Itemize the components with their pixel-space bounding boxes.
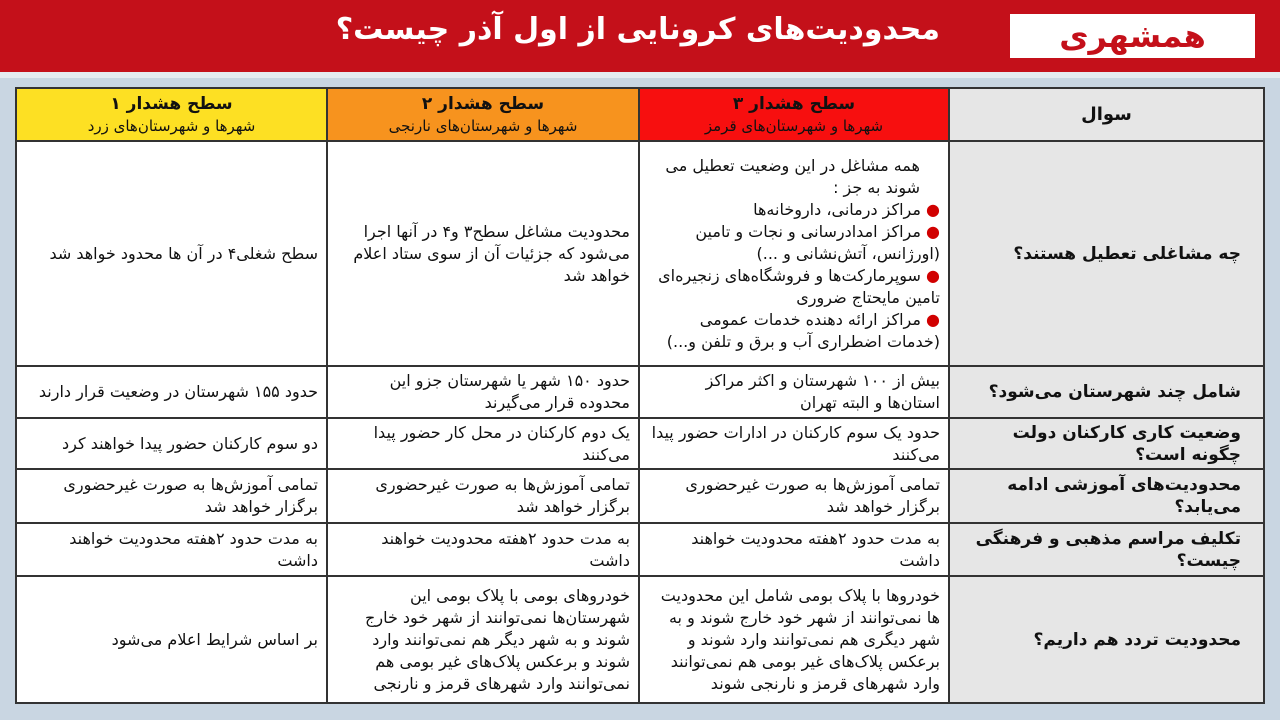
level-label: سطح هشدار ۲ — [421, 93, 545, 114]
divider — [0, 72, 1280, 78]
level-label: سطح هشدار ۱ — [110, 93, 233, 114]
question-cell: وضعیت کاری کارکنان دولت چگونه است؟ — [948, 417, 1265, 470]
level-sub: شهرها و شهرستان‌های قرمز — [704, 116, 884, 135]
level-3-cell: همه مشاغل در این وضعیت تعطیل می شوند به … — [638, 140, 950, 367]
level-3-cell: خودروها با پلاک بومی شامل این محدودیت ها… — [638, 575, 950, 704]
restrictions-table: سوال سطح هشدار ۳ شهرها و شهرستان‌های قرمز… — [15, 87, 1265, 704]
level-1-cell: تمامی آموزش‌ها به صورت غیرحضوری برگزار خ… — [15, 468, 328, 524]
table-row: شامل چند شهرستان می‌شود؟ بیش از ۱۰۰ شهرس… — [15, 365, 1265, 419]
list-item: ● مراکز درمانی، داروخانه‌ها — [753, 199, 940, 219]
question-cell: تکلیف مراسم مذهبی و فرهنگی چیست؟ — [948, 522, 1265, 577]
list-item: ● مراکز امدادرسانی و نجات و تامین (اورژا… — [695, 221, 940, 263]
column-header-question: سوال — [948, 87, 1265, 142]
level-1-cell: به مدت حدود ۲هفته محدودیت خواهند داشت — [15, 522, 328, 577]
column-header-level-3: سطح هشدار ۳ شهرها و شهرستان‌های قرمز — [638, 87, 950, 142]
level-2-cell: تمامی آموزش‌ها به صورت غیرحضوری برگزار خ… — [326, 468, 640, 524]
hamshahri-logo: همشهری — [1010, 14, 1255, 58]
level-2-cell: محدودیت مشاغل سطح۳ و۴ در آنها اجرا می‌شو… — [326, 140, 640, 367]
column-header-level-2: سطح هشدار ۲ شهرها و شهرستان‌های نارنجی — [326, 87, 640, 142]
question-cell: محدودیت‌های آموزشی ادامه می‌یابد؟ — [948, 468, 1265, 524]
level-2-cell: یک دوم کارکنان در محل کار حضور پیدا می‌ک… — [326, 417, 640, 470]
level-3-cell: تمامی آموزش‌ها به صورت غیرحضوری برگزار خ… — [638, 468, 950, 524]
page-title: محدودیت‌های کرونایی از اول آذر چیست؟ — [335, 12, 940, 47]
level-3-cell: حدود یک سوم کارکنان در ادارات حضور پیدا … — [638, 417, 950, 470]
level-sub: شهرها و شهرستان‌های نارنجی — [388, 116, 578, 135]
level-1-cell: حدود ۱۵۵ شهرستان در وضعیت قرار دارند — [15, 365, 328, 419]
level-2-cell: به مدت حدود ۲هفته محدودیت خواهند داشت — [326, 522, 640, 577]
exceptions-list: ● مراکز درمانی، داروخانه‌ها ● مراکز امدا… — [648, 199, 940, 353]
level-3-cell: بیش از ۱۰۰ شهرستان و اکثر مراکز استان‌ها… — [638, 365, 950, 419]
level-1-cell: سطح شغلی۴ در آن ها محدود خواهد شد — [15, 140, 328, 367]
question-cell: چه مشاغلی تعطیل هستند؟ — [948, 140, 1265, 367]
question-cell: شامل چند شهرستان می‌شود؟ — [948, 365, 1265, 419]
level-1-cell: بر اساس شرایط اعلام می‌شود — [15, 575, 328, 704]
level-sub: شهرها و شهرستان‌های زرد — [87, 116, 256, 135]
table-row: محدودیت تردد هم داریم؟ خودروها با پلاک ب… — [15, 575, 1265, 704]
header-banner: محدودیت‌های کرونایی از اول آذر چیست؟ همش… — [0, 0, 1280, 72]
list-item: ● سوپرمارکت‌ها و فروشگاه‌های زنجیره‌ای ت… — [658, 265, 940, 307]
table-row: وضعیت کاری کارکنان دولت چگونه است؟ حدود … — [15, 417, 1265, 470]
cell-intro: همه مشاغل در این وضعیت تعطیل می شوند به … — [665, 155, 920, 197]
level-2-cell: حدود ۱۵۰ شهر یا شهرستان جزو این محدوده ق… — [326, 365, 640, 419]
level-label: سطح هشدار ۳ — [732, 93, 856, 114]
level-3-cell: به مدت حدود ۲هفته محدودیت خواهند داشت — [638, 522, 950, 577]
question-cell: محدودیت تردد هم داریم؟ — [948, 575, 1265, 704]
table-row: چه مشاغلی تعطیل هستند؟ همه مشاغل در این … — [15, 140, 1265, 367]
table-row: تکلیف مراسم مذهبی و فرهنگی چیست؟ به مدت … — [15, 522, 1265, 577]
list-item: ● مراکز ارائه دهنده خدمات عمومی (خدمات ا… — [666, 309, 940, 351]
level-2-cell: خودروهای بومی با پلاک بومی این شهرستان‌ه… — [326, 575, 640, 704]
column-header-level-1: سطح هشدار ۱ شهرها و شهرستان‌های زرد — [15, 87, 328, 142]
level-1-cell: دو سوم کارکنان حضور پیدا خواهند کرد — [15, 417, 328, 470]
table-header-row: سوال سطح هشدار ۳ شهرها و شهرستان‌های قرمز… — [15, 87, 1265, 142]
table-row: محدودیت‌های آموزشی ادامه می‌یابد؟ تمامی … — [15, 468, 1265, 524]
